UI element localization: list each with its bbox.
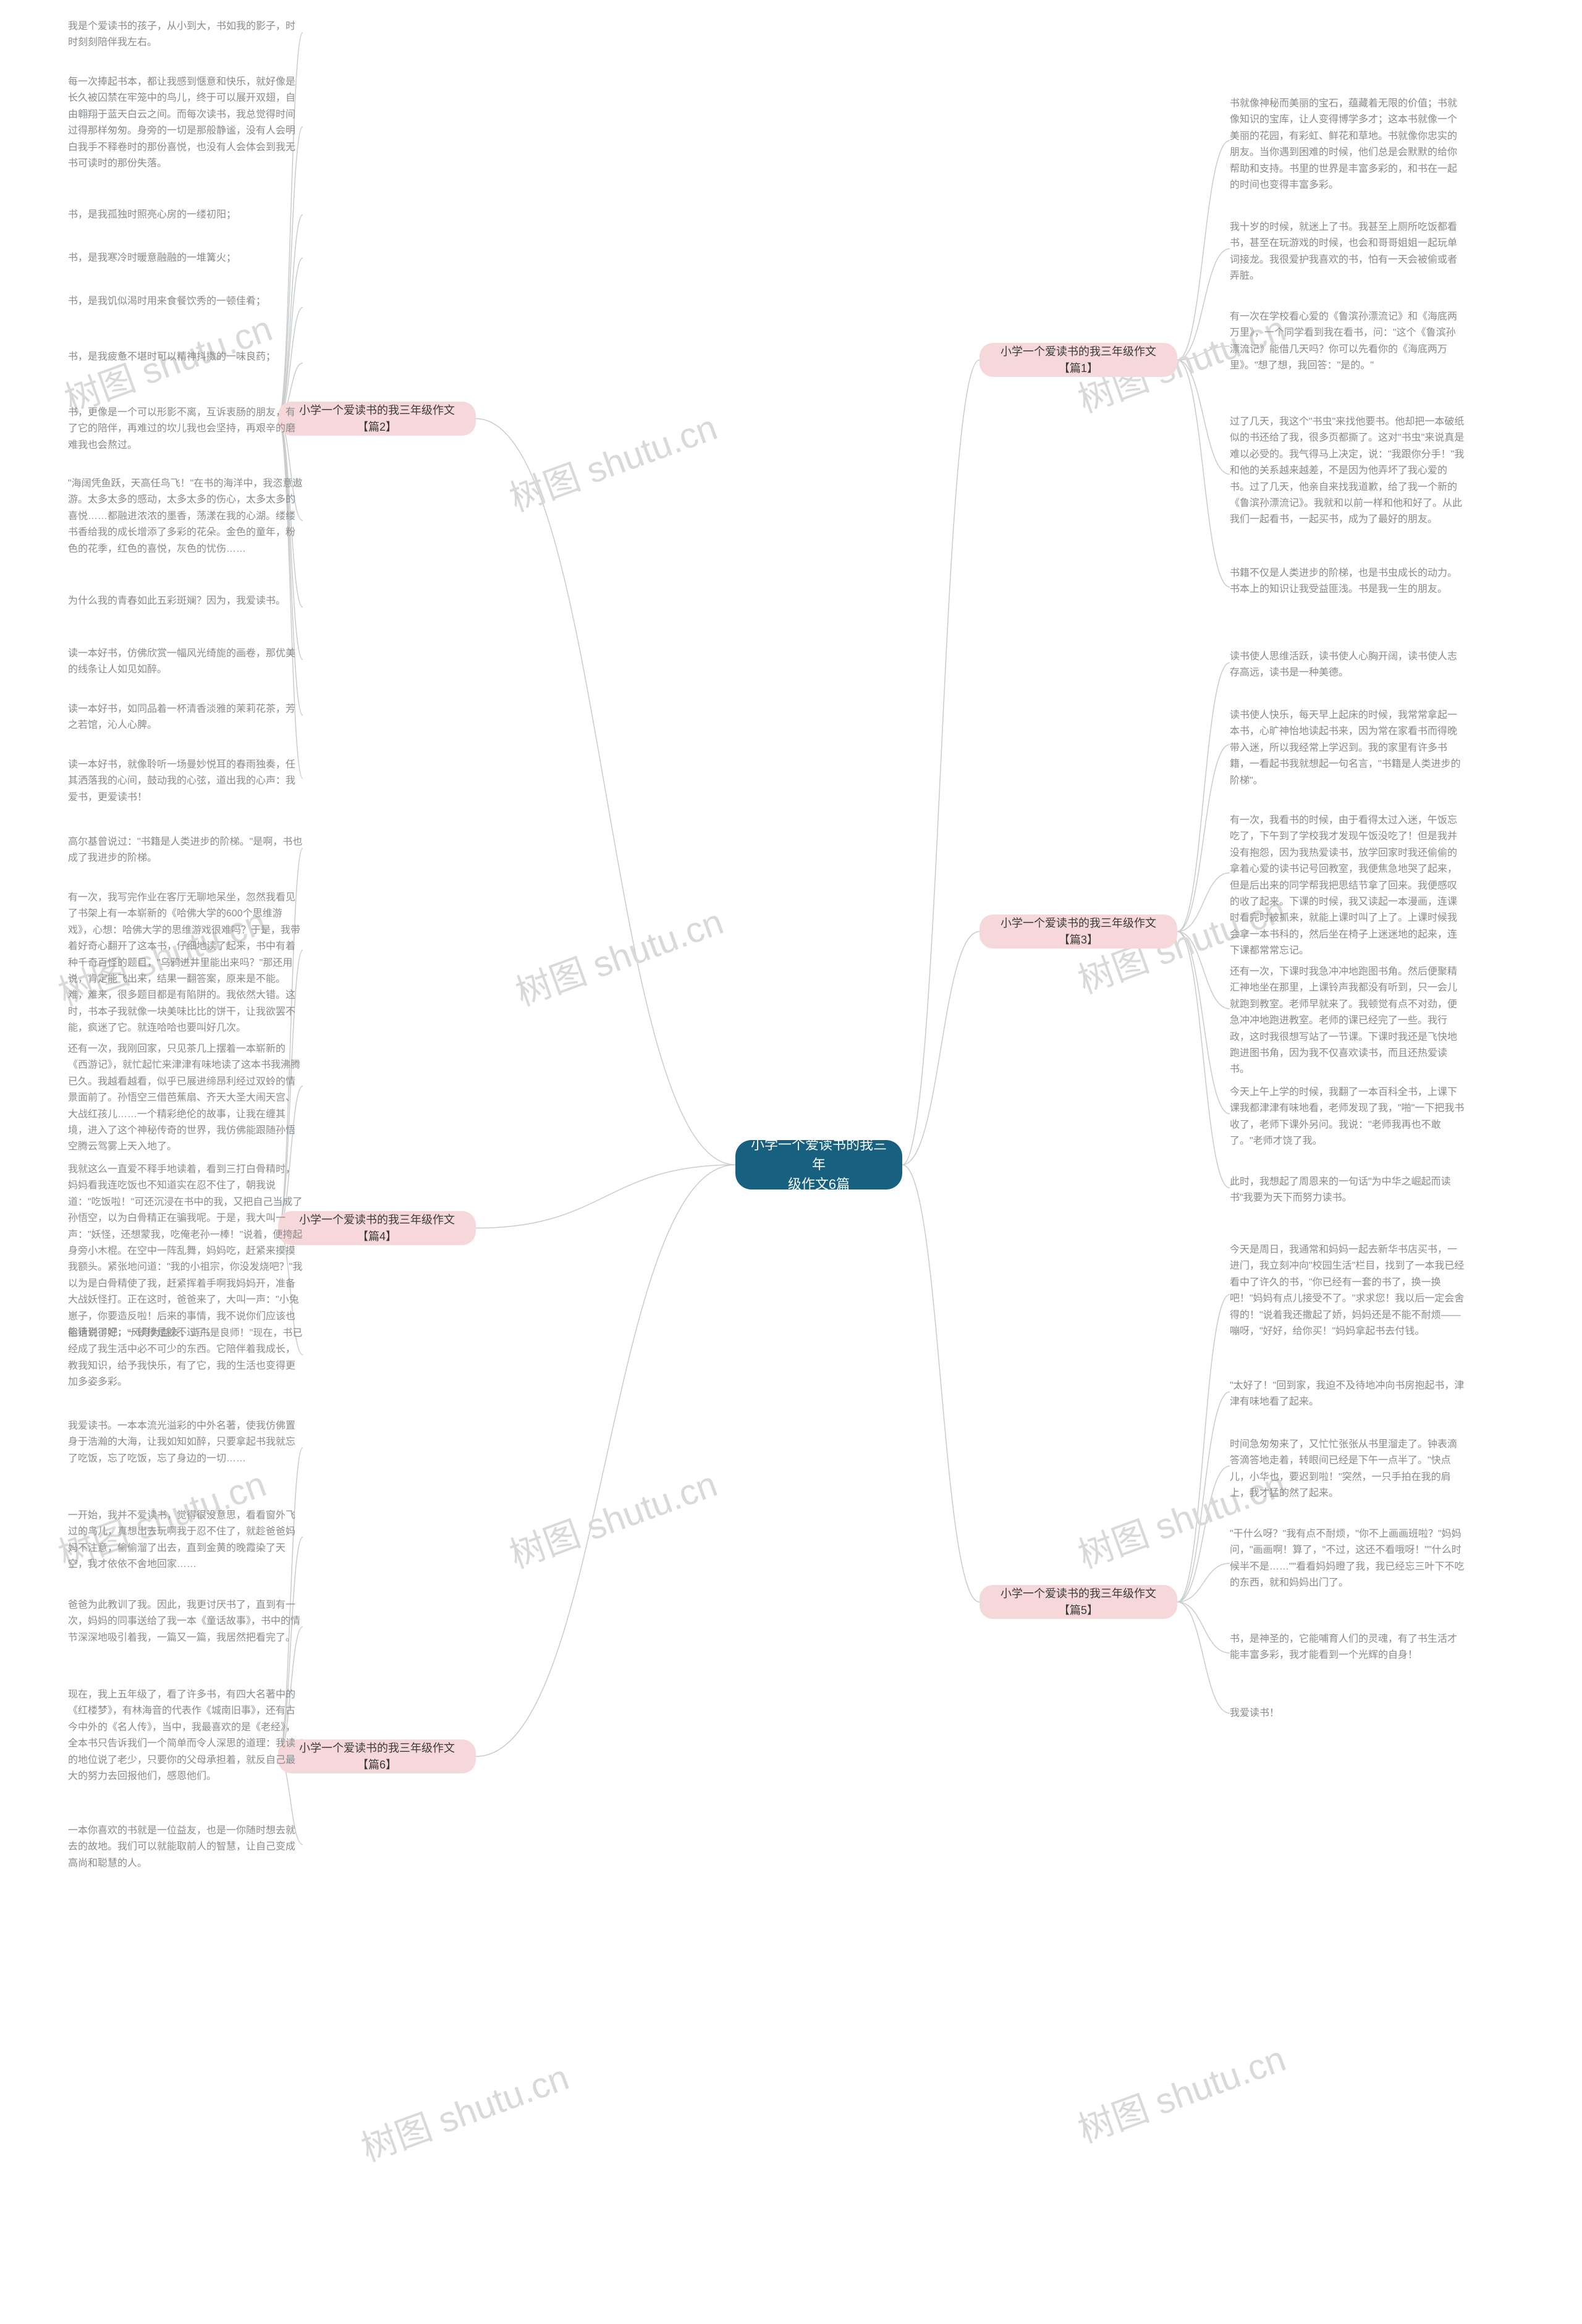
leaf-text: 书，是我饥似渴时用来食餐饮秀的一顿佳肴；: [68, 294, 303, 321]
watermark: 树图 shutu.cn: [501, 399, 723, 522]
leaf-text: 高尔基曾说过："书籍是人类进步的阶梯。"是啊，书也成了我进步的阶梯。: [68, 834, 303, 862]
leaf-text: 读书使人快乐，每天早上起床的时候，我常常拿起一本书，心旷神怡地读起书来，因为常在…: [1230, 708, 1465, 782]
leaf-text: 书，是神圣的，它能哺育人们的灵魂，有了书生活才能丰富多彩，我才能看到一个光辉的自…: [1230, 1631, 1465, 1675]
leaf-text: "干什么呀？"我有点不耐烦，"你不上画画班啦？"妈妈问，"画画啊！算了，"不过，…: [1230, 1526, 1465, 1600]
mindmap-stage: 树图 shutu.cn 树图 shutu.cn 树图 shutu.cn 树图 shut…: [0, 0, 1582, 2324]
leaf-text: 时间急匆匆来了，又忙忙张张从书里溜走了。钟表滴答滴答地走着，转眼间已经是下午一点…: [1230, 1437, 1465, 1495]
leaf-text: 我是个爱读书的孩子，从小到大，书如我的影子，时时刻刻陪伴我左右。: [68, 19, 303, 46]
leaf-text: 今天是周日，我通常和妈妈一起去新华书店买书，一进门，我立刻冲向"校园生活"栏目，…: [1230, 1242, 1465, 1347]
leaf-text: 今天上午上学的时候，我翻了一本百科全书，上课下课我都津津有味地看，老师发现了我，…: [1230, 1084, 1465, 1143]
branch-node[interactable]: 小学一个爱读书的我三年级作文【篇3】: [979, 915, 1177, 949]
leaf-text: 我爱读书。一本本流光溢彩的中外名著，使我仿佛置身于浩瀚的大海，让我如知如醉，只要…: [68, 1418, 303, 1477]
leaf-text: 读一本好书，就像聆听一场曼妙悦耳的春雨独奏，任其洒落我的心间，鼓动我的心弦，道出…: [68, 757, 303, 800]
branch-node[interactable]: 小学一个爱读书的我三年级作文【篇1】: [979, 343, 1177, 377]
leaf-text: 我就这么一直爱不释手地读着，看到三打白骨精时，妈妈看我连吃饭也不知道实在忍不住了…: [68, 1162, 303, 1298]
leaf-text: 书，更像是一个可以形影不离，互诉衷肠的朋友，有了它的陪伴，再难过的坎儿我也会坚持…: [68, 405, 303, 448]
leaf-text: 此时，我想起了周恩来的一句话"为中华之崛起而读书"我要为天下而努力读书。: [1230, 1174, 1465, 1202]
leaf-text: 书，是我寒冷时暖意融融的一堆篝火；: [68, 250, 303, 266]
leaf-text: 过了几天，我这个"书虫"来找他要书。他却把一本破纸似的书还给了我，很多页都撕了。…: [1230, 414, 1465, 535]
branch-node[interactable]: 小学一个爱读书的我三年级作文【篇2】: [278, 402, 476, 436]
leaf-text: 读一本好书，仿佛欣赏一幅风光绮旎的画卷，那优美的线条让人如见如醉。: [68, 646, 303, 674]
leaf-text: 还有一次，下课时我急冲冲地跑图书角。然后便聚精汇神地坐在那里，上课铃声我都没有听…: [1230, 964, 1465, 1054]
branch-node[interactable]: 小学一个爱读书的我三年级作文【篇5】: [979, 1585, 1177, 1619]
watermark: 树图 shutu.cn: [501, 1455, 723, 1578]
leaf-text: 俗话说得好："风月为益友，诗书是良师！"现在，书已经成了我生活中必不可少的东西。…: [68, 1325, 303, 1384]
leaf-text: 有一次，我看书的时候，由于看得太过入迷，午饭忘吃了，下午到了学校我才发现午饭没吃…: [1230, 813, 1465, 933]
leaf-text: 书，是我孤独时照亮心房的一缕初阳；: [68, 207, 303, 222]
leaf-text: "海阔凭鱼跃，天高任鸟飞！"在书的海洋中，我恣意遨游。太多太多的感动，太多太多的…: [68, 476, 303, 565]
leaf-text: 每一次捧起书本，都让我感到惬意和快乐，就好像是长久被囚禁在牢笼中的鸟儿，终于可以…: [68, 74, 303, 179]
leaf-text: 我十岁的时候，就迷上了书。我甚至上厕所吃饭都看书，甚至在玩游戏的时候，也会和哥哥…: [1230, 219, 1465, 278]
leaf-text: 爸爸为此教训了我。因此，我更讨厌书了，直到有一次，妈妈的同事送给了我一本《童话故…: [68, 1597, 303, 1656]
leaf-text: 有一次，我写完作业在客厅无聊地呆坐，忽然我看见了书架上有一本崭新的《哈佛大学的6…: [68, 890, 303, 1010]
leaf-text: 还有一次，我刚回家，只见茶几上摆着一本崭新的《西游记》，就忙起忙来津津有味地读了…: [68, 1041, 303, 1131]
leaf-text: 读一本好书，如同品着一杯清香淡雅的茉莉花茶，芳之若馆，沁人心脾。: [68, 701, 303, 729]
leaf-text: 现在，我上五年级了，看了许多书，有四大名著中的《红楼梦》，有林海音的代表作《城南…: [68, 1687, 303, 1792]
leaf-text: 书就像神秘而美丽的宝石，蕴藏着无限的价值；书就像知识的宝库，让人变得博学多才；这…: [1230, 96, 1465, 185]
watermark: 树图 shutu.cn: [507, 893, 729, 1016]
leaf-text: 书籍不仅是人类进步的阶梯，也是书虫成长的动力。书本上的知识让我受益匪浅。书是我一…: [1230, 565, 1465, 609]
leaf-text: 为什么我的青春如此五彩斑斓？因为，我爱读书。: [68, 593, 303, 621]
leaf-text: 书，是我疲惫不堪时可以精神抖擞的一味良药；: [68, 349, 303, 377]
leaf-text: 一本你喜欢的书就是一位益友，也是一你随时想去就去的故地。我们可以就能取前人的智慧…: [68, 1823, 303, 1866]
leaf-text: 有一次在学校看心爱的《鲁滨孙漂流记》和《海底两万里》，一个同学看到我在看书，问：…: [1230, 309, 1465, 383]
leaf-text: 我爱读书！: [1230, 1705, 1465, 1721]
watermark: 树图 shutu.cn: [353, 2048, 575, 2171]
branch-node[interactable]: 小学一个爱读书的我三年级作文【篇6】: [278, 1739, 476, 1773]
leaf-text: 读书使人思维活跃，读书使人心胸开阔，读书使人志存高远，读书是一种美德。: [1230, 649, 1465, 677]
leaf-text: 一开始，我并不爱读书，觉得很没意思，看看窗外飞过的鸟儿，真想出去玩啊我于忍不住了…: [68, 1508, 303, 1566]
leaf-text: "太好了！"回到家，我迫不及待地冲向书房抱起书，津津有味地看了起来。: [1230, 1378, 1465, 1406]
branch-node[interactable]: 小学一个爱读书的我三年级作文【篇4】: [278, 1211, 476, 1245]
center-node[interactable]: 小学一个爱读书的我三年 级作文6篇: [735, 1140, 902, 1189]
watermark: 树图 shutu.cn: [1070, 2030, 1292, 2153]
